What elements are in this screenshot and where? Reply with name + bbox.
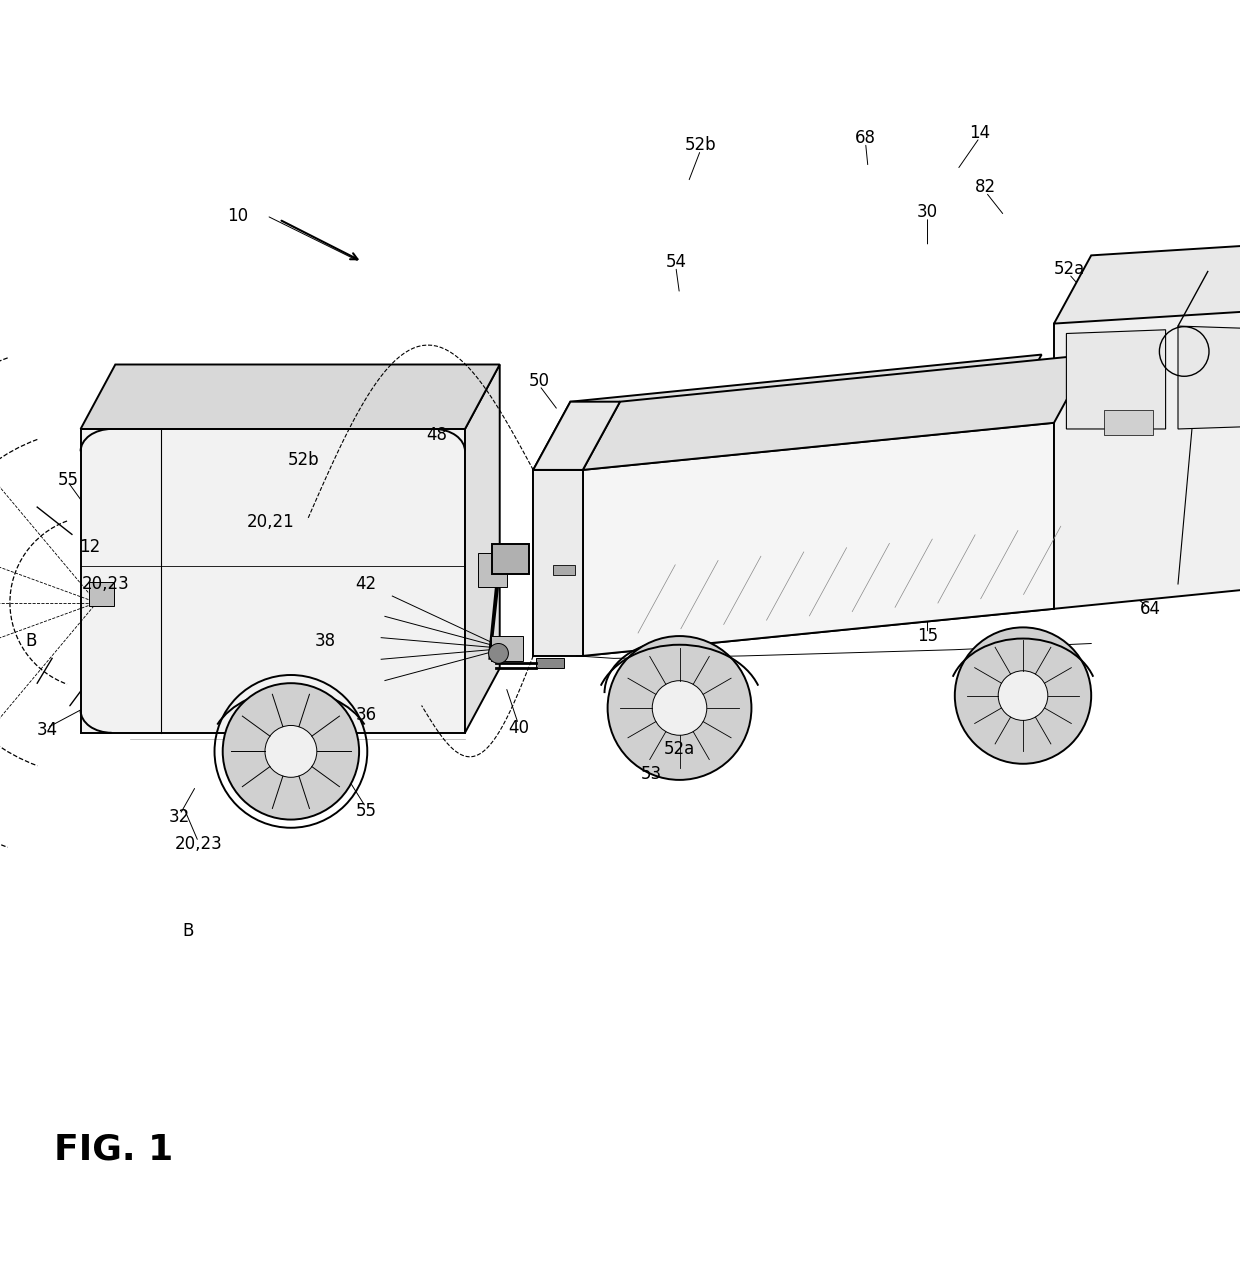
Polygon shape [1178,326,1240,429]
Text: 38: 38 [314,632,336,650]
Polygon shape [583,423,1054,656]
Text: 42: 42 [355,575,377,593]
FancyBboxPatch shape [491,636,523,660]
Polygon shape [583,541,1091,656]
FancyBboxPatch shape [477,553,507,587]
Text: 48: 48 [427,426,446,444]
Polygon shape [1054,243,1240,323]
Polygon shape [533,423,1004,656]
Text: B: B [25,632,37,650]
Text: 15: 15 [916,627,939,645]
Text: 40: 40 [508,719,528,737]
Polygon shape [533,402,620,470]
Polygon shape [81,364,500,429]
Circle shape [998,671,1048,721]
Text: 52a: 52a [663,740,696,758]
Circle shape [489,644,508,663]
Text: 10: 10 [227,207,249,225]
Polygon shape [536,659,564,668]
Text: 53: 53 [640,764,662,782]
Circle shape [223,683,360,820]
Text: 55: 55 [356,802,376,820]
Text: 52b: 52b [684,136,717,154]
Text: 55: 55 [58,471,78,489]
Polygon shape [1066,329,1166,429]
Text: 20,21: 20,21 [247,514,294,532]
Text: B: B [182,923,195,941]
Text: 36: 36 [355,707,377,725]
Text: 82: 82 [975,178,997,196]
Text: FIG. 1: FIG. 1 [55,1133,174,1166]
Text: 20,23: 20,23 [82,575,129,593]
Text: 12: 12 [78,538,100,556]
Circle shape [955,627,1091,763]
Text: 68: 68 [856,129,875,147]
Circle shape [265,726,317,777]
Text: 52a: 52a [1053,260,1085,278]
Bar [553,565,575,575]
Text: 34: 34 [36,721,58,739]
Polygon shape [1054,292,1240,609]
FancyBboxPatch shape [492,544,529,574]
Polygon shape [533,470,583,656]
Text: 64: 64 [1141,600,1161,618]
Text: 20,23: 20,23 [175,835,222,853]
Text: 50: 50 [529,372,549,390]
Text: 30: 30 [916,203,939,221]
Circle shape [608,636,751,780]
Text: 52b: 52b [288,450,320,468]
Text: 54: 54 [666,252,686,270]
Polygon shape [533,355,1042,470]
Polygon shape [1104,411,1153,435]
Text: 14: 14 [968,124,991,142]
Polygon shape [81,429,465,732]
Polygon shape [583,355,1091,470]
Polygon shape [465,364,500,732]
Circle shape [652,681,707,735]
Polygon shape [1054,355,1091,609]
Text: 32: 32 [169,808,191,826]
FancyBboxPatch shape [89,582,114,606]
